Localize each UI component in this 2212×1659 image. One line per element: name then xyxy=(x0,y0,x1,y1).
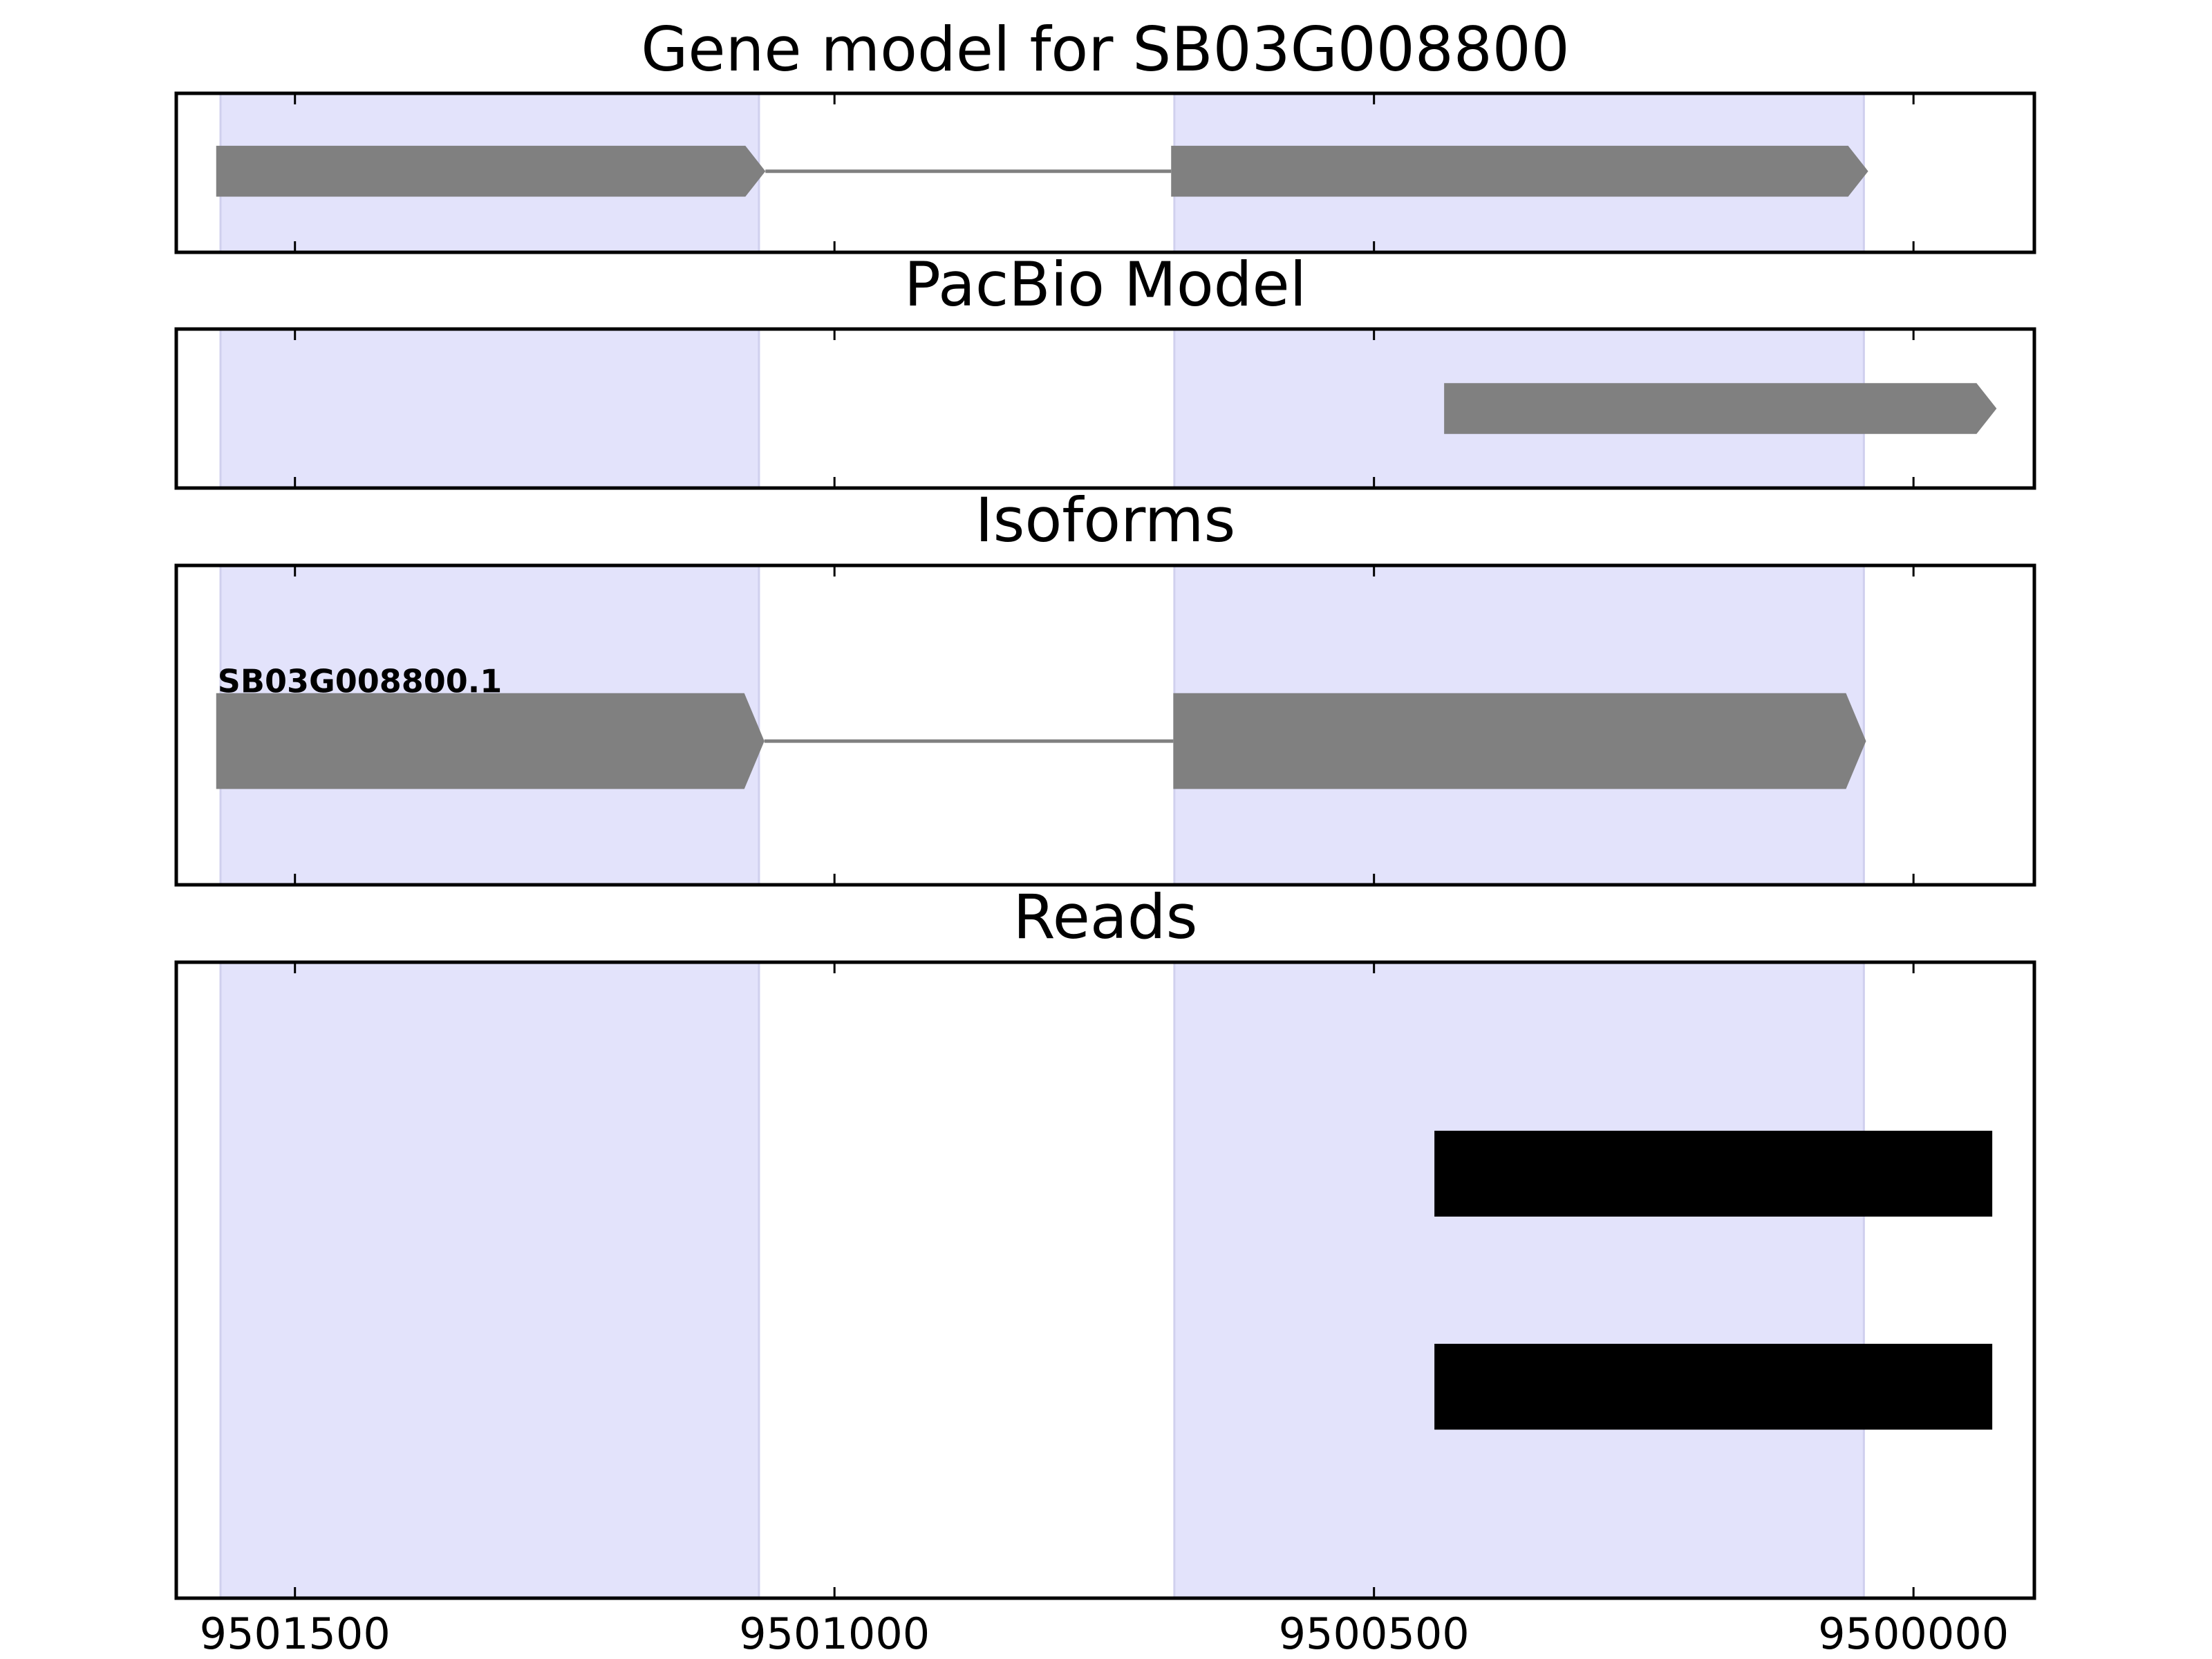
exon-shade xyxy=(1173,961,1865,1600)
exon-arrow xyxy=(1171,145,1868,197)
x-tick-label: 9500500 xyxy=(1279,1609,1470,1659)
x-tick-label: 9501000 xyxy=(739,1609,930,1659)
panel-title: Isoforms xyxy=(975,485,1236,556)
exon-arrow xyxy=(216,145,766,197)
axes-frame xyxy=(174,563,2036,887)
read-bar xyxy=(1434,1130,1993,1217)
x-tick-label: 9501500 xyxy=(200,1609,391,1659)
panel-title: Gene model for SB03G008800 xyxy=(641,14,1570,85)
axes-frame xyxy=(174,91,2036,254)
exon-arrow xyxy=(216,693,765,789)
exon-arrow xyxy=(1173,693,1866,789)
exon-shade xyxy=(219,961,760,1600)
isoform-label: SB03G008800.1 xyxy=(218,662,502,700)
panel-title: PacBio Model xyxy=(904,249,1306,320)
exon-shade xyxy=(219,328,760,489)
read-bar xyxy=(1434,1344,1993,1430)
axes-frame xyxy=(174,327,2036,490)
exon-arrow xyxy=(1444,383,1997,434)
axes-frame xyxy=(174,960,2036,1600)
x-tick-label: 9500000 xyxy=(1818,1609,2009,1659)
panel-title: Reads xyxy=(1013,881,1198,953)
